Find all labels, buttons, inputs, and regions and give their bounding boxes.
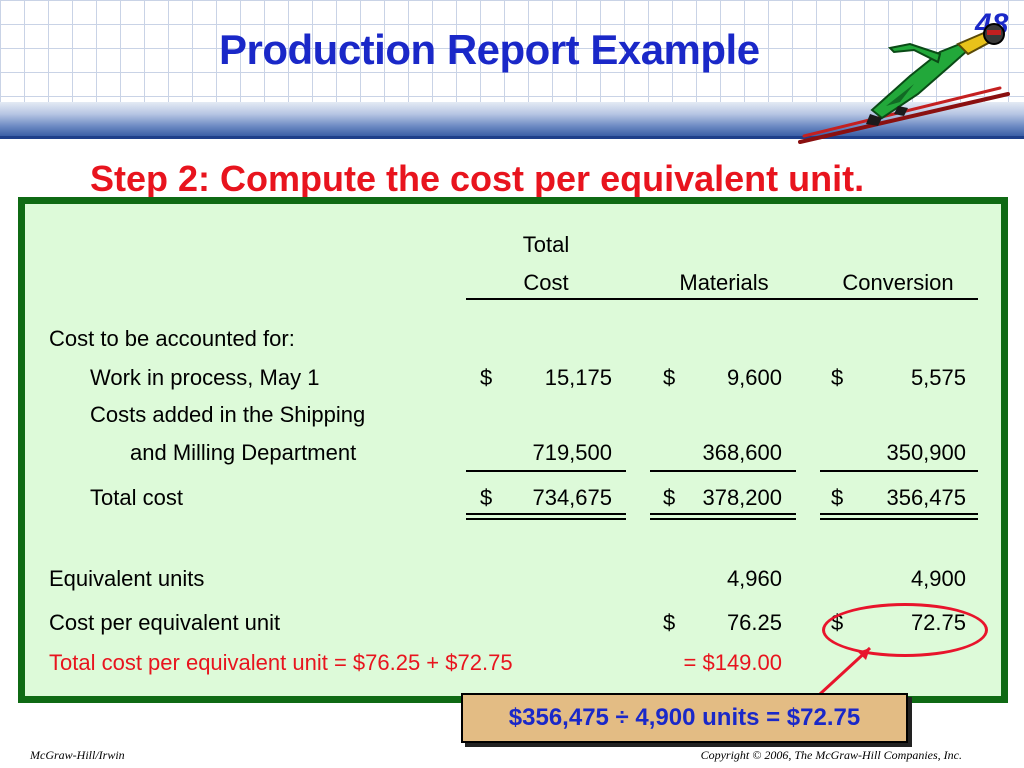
equivalent-units-label: Equivalent units [49, 566, 205, 591]
slide-title: Production Report Example [219, 26, 760, 73]
header-underline [466, 298, 978, 300]
wip-conversion: 5,575 [910, 365, 966, 390]
cost-per-unit-label: Cost per equivalent unit [49, 610, 281, 635]
added-materials-underline [650, 470, 796, 472]
header-band-line [0, 136, 1024, 139]
wip-conversion-symbol: $ [831, 365, 844, 390]
added-label-line2: and Milling Department [130, 440, 357, 465]
wip-total: 15,175 [544, 365, 612, 390]
ski-jumper-icon [798, 23, 1010, 144]
total-cost-total-symbol: $ [480, 485, 493, 510]
equivalent-units-materials: 4,960 [726, 566, 782, 591]
cost-per-unit-materials: 76.25 [726, 610, 782, 635]
total-cost-total: 734,675 [532, 485, 612, 510]
total-double-underline-1 [466, 513, 626, 515]
header-total-line2: Cost [523, 270, 569, 295]
step-heading: Step 2: Compute the cost per equivalent … [90, 158, 865, 199]
mat-double-underline-1 [650, 513, 796, 515]
total-cost-conversion: 356,475 [886, 485, 966, 510]
added-conversion: 350,900 [886, 440, 966, 465]
total-cost-materials-symbol: $ [663, 485, 676, 510]
conv-double-underline-2 [820, 518, 978, 520]
formula-callout: $356,475 ÷ 4,900 units = $72.75 [461, 693, 908, 743]
footer-copyright: Copyright © 2006, The McGraw-Hill Compan… [700, 748, 962, 762]
header-grid-background [0, 0, 1024, 102]
added-label-line1: Costs added in the Shipping [90, 402, 366, 427]
footer-publisher: McGraw-Hill/Irwin [30, 748, 125, 762]
cost-per-unit-materials-symbol: $ [663, 610, 676, 635]
total-cost-label: Total cost [90, 485, 183, 510]
header-materials: Materials [679, 270, 769, 295]
added-conversion-underline [820, 470, 978, 472]
wip-label: Work in process, May 1 [90, 365, 320, 390]
equivalent-units-conversion: 4,900 [910, 566, 966, 591]
callout-arrow [818, 646, 872, 696]
wip-materials-symbol: $ [663, 365, 676, 390]
added-total: 719,500 [532, 440, 612, 465]
total-per-unit-label: Total cost per equivalent unit = $76.25 … [49, 650, 513, 675]
conv-double-underline-1 [820, 513, 978, 515]
header-total-line1: Total [522, 232, 570, 257]
added-total-underline [466, 470, 626, 472]
section-label: Cost to be accounted for: [49, 326, 295, 351]
wip-materials: 9,600 [726, 365, 782, 390]
mat-double-underline-2 [650, 518, 796, 520]
total-cost-materials: 378,200 [702, 485, 782, 510]
total-per-unit-result: = $149.00 [683, 650, 782, 675]
total-double-underline-2 [466, 518, 626, 520]
wip-total-symbol: $ [480, 365, 493, 390]
total-cost-conversion-symbol: $ [831, 485, 844, 510]
highlight-circle [822, 603, 988, 657]
header-conversion: Conversion [842, 270, 954, 295]
added-materials: 368,600 [702, 440, 782, 465]
